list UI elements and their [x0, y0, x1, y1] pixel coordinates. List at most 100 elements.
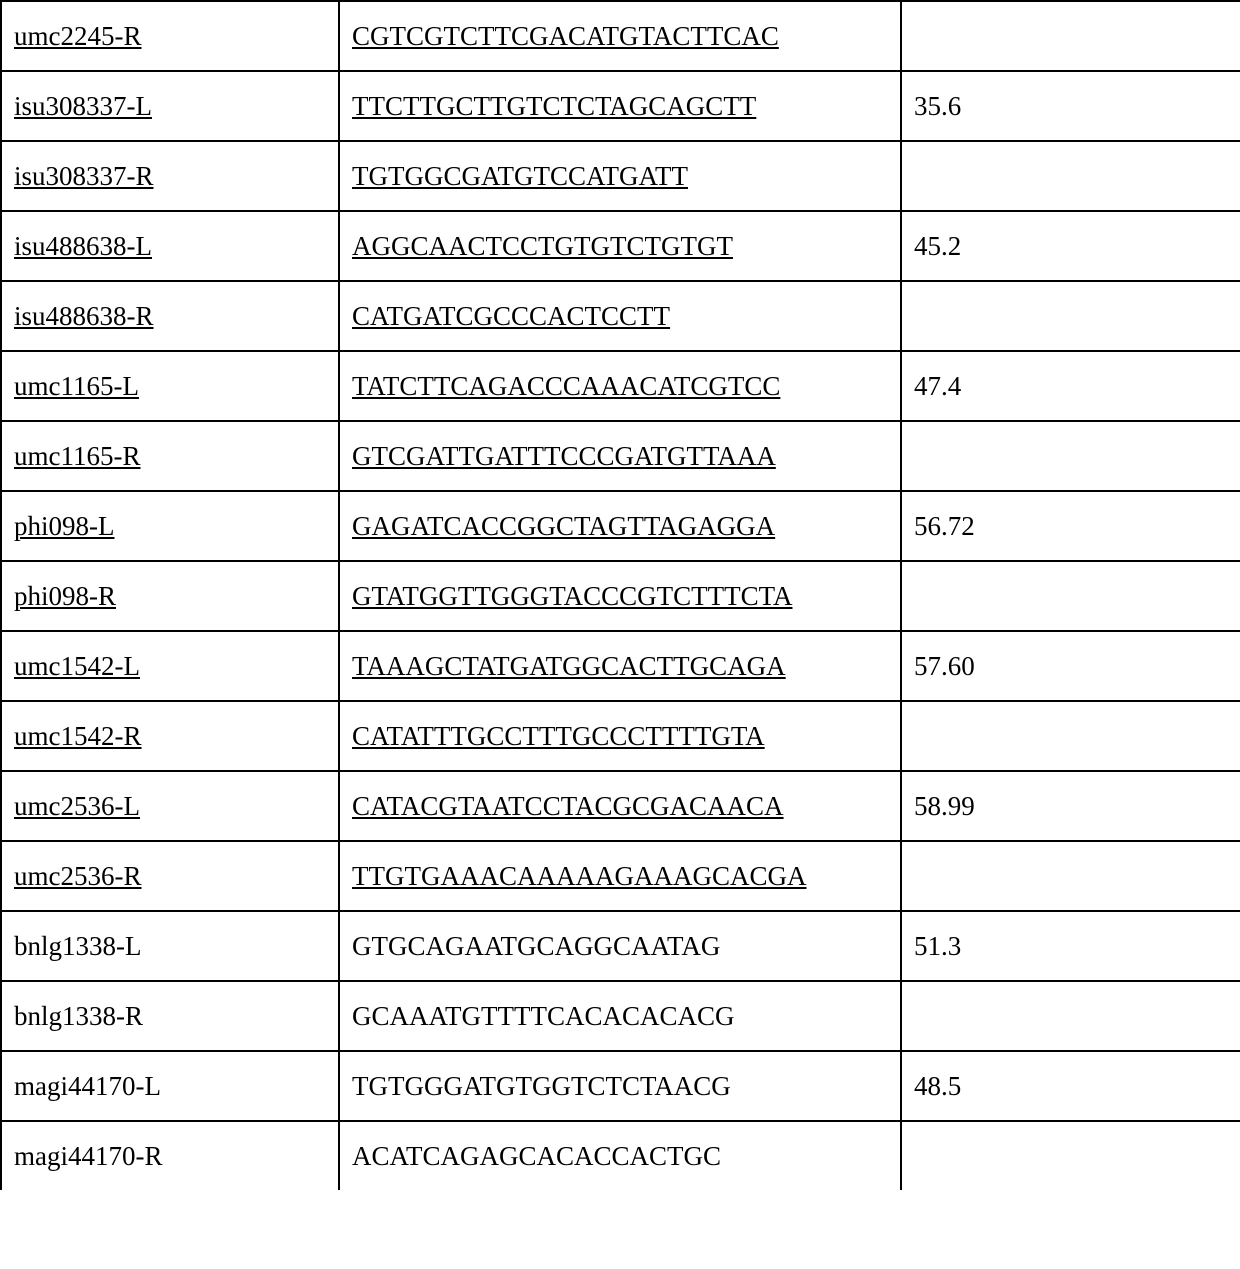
sequence-text: CATACGTAATCCTACGCGACAACA [352, 791, 784, 821]
table-row: umc2245-R CGTCGTCTTCGACATGTACTTCAC [1, 1, 1240, 71]
value-text: 45.2 [914, 231, 961, 261]
marker-text: magi44170-L [14, 1071, 161, 1101]
sequence-cell: TGTGGGATGTGGTCTCTAACG [339, 1051, 901, 1121]
marker-text: phi098-L [14, 511, 115, 541]
table-row: bnlg1338-L GTGCAGAATGCAGGCAATAG 51.3 [1, 911, 1240, 981]
table-row: umc2536-L CATACGTAATCCTACGCGACAACA 58.99 [1, 771, 1240, 841]
sequence-cell: CATACGTAATCCTACGCGACAACA [339, 771, 901, 841]
marker-text: umc1165-L [14, 371, 139, 401]
value-cell: 47.4 [901, 351, 1240, 421]
marker-text: umc1542-R [14, 721, 142, 751]
sequence-cell: GTCGATTGATTTCCCGATGTTAAA [339, 421, 901, 491]
marker-table-body: umc2245-R CGTCGTCTTCGACATGTACTTCAC isu30… [1, 1, 1240, 1190]
value-text: 35.6 [914, 91, 961, 121]
table-row: isu488638-L AGGCAACTCCTGTGTCTGTGT 45.2 [1, 211, 1240, 281]
marker-cell: magi44170-L [1, 1051, 339, 1121]
sequence-text: CGTCGTCTTCGACATGTACTTCAC [352, 21, 779, 51]
sequence-text: AGGCAACTCCTGTGTCTGTGT [352, 231, 733, 261]
sequence-cell: GTATGGTTGGGTACCCGTCTTTCTA [339, 561, 901, 631]
value-cell: 51.3 [901, 911, 1240, 981]
marker-cell: isu488638-L [1, 211, 339, 281]
sequence-cell: TTCTTGCTTGTCTCTAGCAGCTT [339, 71, 901, 141]
marker-cell: umc1165-L [1, 351, 339, 421]
marker-cell: isu488638-R [1, 281, 339, 351]
marker-text: umc1542-L [14, 651, 140, 681]
sequence-text: TGTGGCGATGTCCATGATT [352, 161, 688, 191]
sequence-cell: GAGATCACCGGCTAGTTAGAGGA [339, 491, 901, 561]
marker-cell: isu308337-R [1, 141, 339, 211]
marker-cell: umc2245-R [1, 1, 339, 71]
marker-cell: umc1165-R [1, 421, 339, 491]
sequence-text: CATGATCGCCCACTCCTT [352, 301, 670, 331]
value-cell [901, 141, 1240, 211]
sequence-cell: TGTGGCGATGTCCATGATT [339, 141, 901, 211]
sequence-text: TAAAGCTATGATGGCACTTGCAGA [352, 651, 786, 681]
sequence-cell: CATATTTGCCTTTGCCCTTTTGTA [339, 701, 901, 771]
table-row: umc1165-R GTCGATTGATTTCCCGATGTTAAA [1, 421, 1240, 491]
value-cell: 56.72 [901, 491, 1240, 561]
table-row: umc1165-L TATCTTCAGACCCAAACATCGTCC 47.4 [1, 351, 1240, 421]
marker-table: umc2245-R CGTCGTCTTCGACATGTACTTCAC isu30… [0, 0, 1240, 1190]
marker-text: umc2536-L [14, 791, 140, 821]
marker-text: bnlg1338-R [14, 1001, 143, 1031]
value-cell [901, 841, 1240, 911]
sequence-cell: CGTCGTCTTCGACATGTACTTCAC [339, 1, 901, 71]
value-cell [901, 701, 1240, 771]
marker-cell: bnlg1338-L [1, 911, 339, 981]
value-cell [901, 281, 1240, 351]
sequence-cell: AGGCAACTCCTGTGTCTGTGT [339, 211, 901, 281]
marker-text: isu488638-R [14, 301, 154, 331]
marker-text: isu308337-R [14, 161, 154, 191]
marker-cell: umc2536-R [1, 841, 339, 911]
sequence-cell: CATGATCGCCCACTCCTT [339, 281, 901, 351]
table-row: umc2536-R TTGTGAAACAAAAAGAAAGCACGA [1, 841, 1240, 911]
marker-table-container: umc2245-R CGTCGTCTTCGACATGTACTTCAC isu30… [0, 0, 1240, 1190]
sequence-text: TTGTGAAACAAAAAGAAAGCACGA [352, 861, 806, 891]
marker-text: phi098-R [14, 581, 116, 611]
value-cell: 48.5 [901, 1051, 1240, 1121]
marker-text: magi44170-R [14, 1141, 163, 1171]
sequence-text: GTATGGTTGGGTACCCGTCTTTCTA [352, 581, 792, 611]
sequence-text: TATCTTCAGACCCAAACATCGTCC [352, 371, 780, 401]
marker-cell: umc2536-L [1, 771, 339, 841]
sequence-text: TTCTTGCTTGTCTCTAGCAGCTT [352, 91, 756, 121]
sequence-text: ACATCAGAGCACACCACTGC [352, 1141, 721, 1171]
marker-text: umc2245-R [14, 21, 142, 51]
table-row: isu308337-L TTCTTGCTTGTCTCTAGCAGCTT 35.6 [1, 71, 1240, 141]
marker-cell: phi098-L [1, 491, 339, 561]
value-cell: 45.2 [901, 211, 1240, 281]
sequence-text: GTGCAGAATGCAGGCAATAG [352, 931, 720, 961]
sequence-cell: ACATCAGAGCACACCACTGC [339, 1121, 901, 1190]
value-cell: 57.60 [901, 631, 1240, 701]
value-text: 48.5 [914, 1071, 961, 1101]
table-row: phi098-L GAGATCACCGGCTAGTTAGAGGA 56.72 [1, 491, 1240, 561]
value-cell: 35.6 [901, 71, 1240, 141]
table-row: isu308337-R TGTGGCGATGTCCATGATT [1, 141, 1240, 211]
value-text: 58.99 [914, 791, 975, 821]
marker-cell: umc1542-R [1, 701, 339, 771]
sequence-cell: TTGTGAAACAAAAAGAAAGCACGA [339, 841, 901, 911]
value-cell [901, 981, 1240, 1051]
marker-text: umc1165-R [14, 441, 140, 471]
marker-cell: phi098-R [1, 561, 339, 631]
value-text: 57.60 [914, 651, 975, 681]
value-text: 56.72 [914, 511, 975, 541]
table-row: magi44170-R ACATCAGAGCACACCACTGC [1, 1121, 1240, 1190]
marker-text: bnlg1338-L [14, 931, 142, 961]
value-cell [901, 561, 1240, 631]
sequence-text: TGTGGGATGTGGTCTCTAACG [352, 1071, 731, 1101]
table-row: umc1542-R CATATTTGCCTTTGCCCTTTTGTA [1, 701, 1240, 771]
value-cell [901, 1, 1240, 71]
table-row: phi098-R GTATGGTTGGGTACCCGTCTTTCTA [1, 561, 1240, 631]
value-cell [901, 1121, 1240, 1190]
marker-text: isu308337-L [14, 91, 152, 121]
sequence-text: GAGATCACCGGCTAGTTAGAGGA [352, 511, 775, 541]
table-row: magi44170-L TGTGGGATGTGGTCTCTAACG 48.5 [1, 1051, 1240, 1121]
value-cell [901, 421, 1240, 491]
table-row: isu488638-R CATGATCGCCCACTCCTT [1, 281, 1240, 351]
value-cell: 58.99 [901, 771, 1240, 841]
marker-cell: isu308337-L [1, 71, 339, 141]
table-row: umc1542-L TAAAGCTATGATGGCACTTGCAGA 57.60 [1, 631, 1240, 701]
marker-cell: bnlg1338-R [1, 981, 339, 1051]
sequence-cell: TAAAGCTATGATGGCACTTGCAGA [339, 631, 901, 701]
